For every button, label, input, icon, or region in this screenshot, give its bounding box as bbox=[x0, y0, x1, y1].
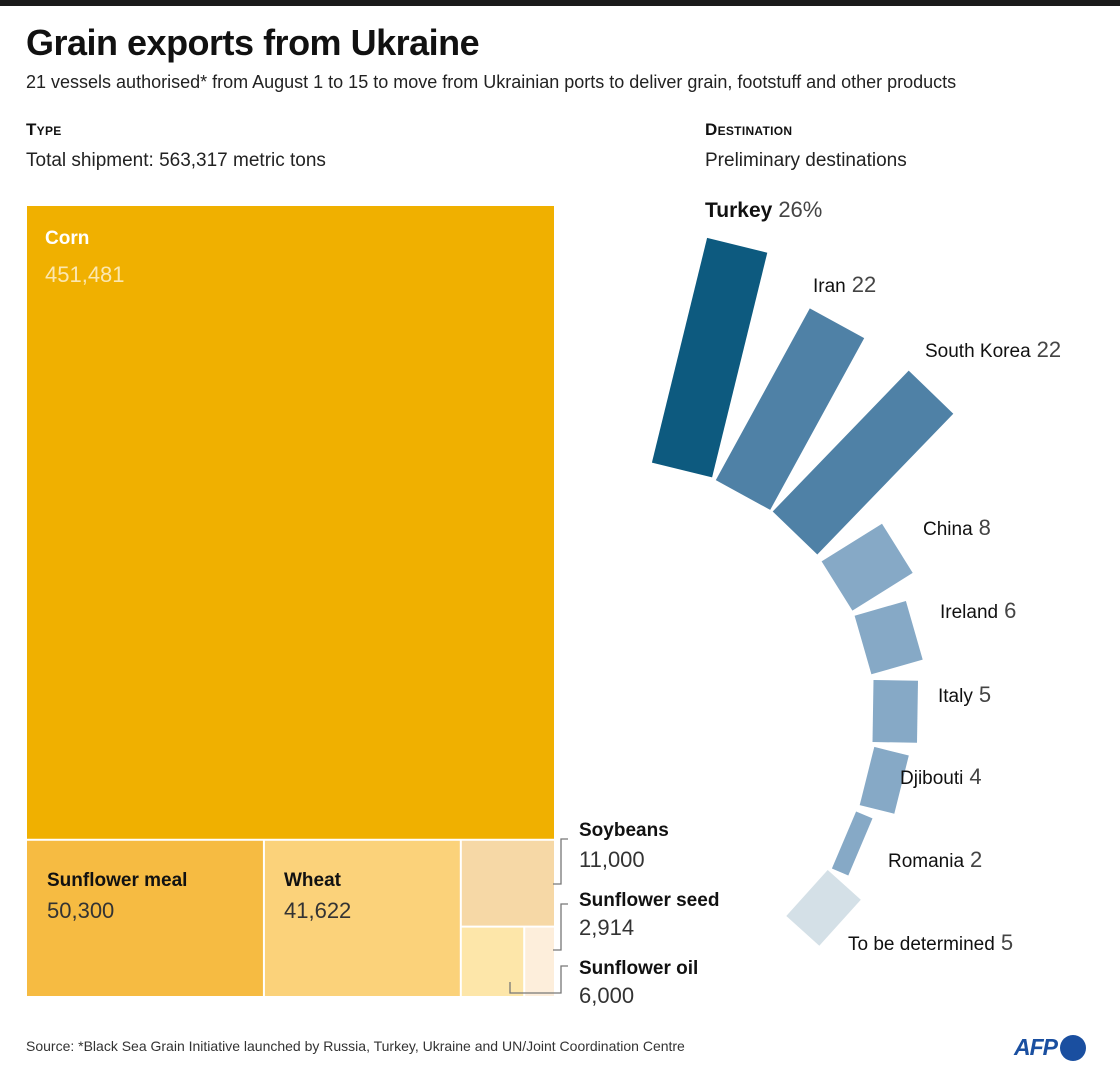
treemap-value-sunflower-meal: 50,300 bbox=[47, 898, 115, 923]
dest-label-ireland: Ireland 6 bbox=[940, 598, 1016, 624]
treemap-value-soybeans: 11,000 bbox=[579, 847, 645, 872]
logo-text: AFP bbox=[1014, 1034, 1058, 1060]
subtitle: 21 vessels authorised* from August 1 to … bbox=[26, 72, 957, 92]
treemap-cell-wheat bbox=[264, 840, 460, 996]
dest-value: 5 bbox=[978, 682, 992, 707]
dest-value: 4 bbox=[969, 764, 982, 789]
bar-italy bbox=[872, 680, 918, 743]
dest-value: 8 bbox=[978, 515, 991, 540]
treemap-label-wheat: Wheat bbox=[284, 870, 341, 891]
treemap-label-corn: Corn bbox=[45, 228, 90, 249]
dest-label-to-be-determined: To be determined 5 bbox=[848, 930, 1013, 956]
bracket-sunflower-oil bbox=[509, 965, 568, 994]
treemap-cell-sunflower-seed bbox=[525, 927, 554, 996]
type-subheading: Total shipment: 563,317 metric tons bbox=[26, 150, 326, 171]
treemap-value-sunflower-seed: 2,914 bbox=[579, 915, 635, 940]
dest-name: To be determined bbox=[848, 934, 995, 955]
page-title: Grain exports from Ukraine bbox=[26, 22, 480, 63]
bar-iran bbox=[715, 308, 865, 510]
bar-ireland bbox=[854, 601, 923, 675]
dest-value: 2 bbox=[970, 847, 983, 872]
dest-name: Romania bbox=[888, 851, 965, 872]
dest-name: Ireland bbox=[940, 602, 999, 623]
logo-circle-icon bbox=[1060, 1034, 1086, 1061]
dest-label-turkey: Turkey 26% bbox=[705, 197, 822, 223]
destination-subheading: Preliminary destinations bbox=[705, 150, 907, 171]
bar-djibouti bbox=[859, 746, 909, 814]
treemap bbox=[27, 206, 554, 996]
treemap-value-wheat: 41,622 bbox=[284, 898, 352, 923]
label-brackets bbox=[509, 838, 568, 994]
bar-turkey bbox=[651, 237, 768, 478]
treemap-cell-corn bbox=[27, 206, 554, 839]
dest-label-italy: Italy 5 bbox=[938, 682, 991, 708]
treemap-cell-sunflower-meal bbox=[27, 840, 263, 996]
bar-romania bbox=[831, 811, 873, 876]
radial-bars bbox=[651, 237, 954, 946]
dest-label-china: China 8 bbox=[923, 515, 991, 541]
type-heading: Type bbox=[26, 120, 62, 139]
dest-label-djibouti: Djibouti 4 bbox=[900, 764, 982, 790]
treemap-label-sunflower-meal: Sunflower meal bbox=[47, 870, 188, 891]
bracket-sunflower-seed bbox=[553, 903, 568, 951]
treemap-value-corn: 451,481 bbox=[45, 262, 125, 287]
dest-value: 5 bbox=[1000, 930, 1014, 955]
dest-name: South Korea bbox=[925, 341, 1031, 362]
treemap-value-sunflower-oil: 6,000 bbox=[579, 983, 635, 1008]
dest-label-south-korea: South Korea 22 bbox=[925, 337, 1061, 363]
dest-name: Djibouti bbox=[900, 768, 964, 789]
dest-name: China bbox=[923, 519, 973, 540]
dest-name: Iran bbox=[813, 276, 846, 297]
bar-china bbox=[821, 523, 913, 611]
dest-value: 6 bbox=[1004, 598, 1017, 623]
treemap-label-soybeans: Soybeans bbox=[579, 820, 669, 841]
bar-south-korea bbox=[772, 370, 954, 555]
treemap-label-sunflower-oil: Sunflower oil bbox=[579, 958, 699, 979]
afp-logo: AFP bbox=[1014, 1034, 1086, 1061]
destination-heading: Destination bbox=[705, 120, 793, 139]
dest-value: 26% bbox=[778, 197, 823, 222]
dest-value: 22 bbox=[851, 272, 877, 297]
dest-name: Italy bbox=[938, 686, 973, 707]
treemap-cell-soybeans bbox=[461, 840, 554, 926]
dest-value: 22 bbox=[1036, 337, 1062, 362]
bar-to-be-determined bbox=[786, 870, 861, 946]
source-note: Source: *Black Sea Grain Initiative laun… bbox=[26, 1038, 685, 1054]
top-rule bbox=[0, 0, 1120, 6]
dest-label-romania: Romania 2 bbox=[888, 847, 982, 873]
treemap-label-sunflower-seed: Sunflower seed bbox=[579, 890, 720, 911]
treemap-cell-sunflower-oil bbox=[461, 927, 524, 996]
dest-name: Turkey bbox=[705, 199, 773, 222]
dest-label-iran: Iran 22 bbox=[813, 272, 876, 298]
bracket-soybeans bbox=[553, 838, 568, 885]
